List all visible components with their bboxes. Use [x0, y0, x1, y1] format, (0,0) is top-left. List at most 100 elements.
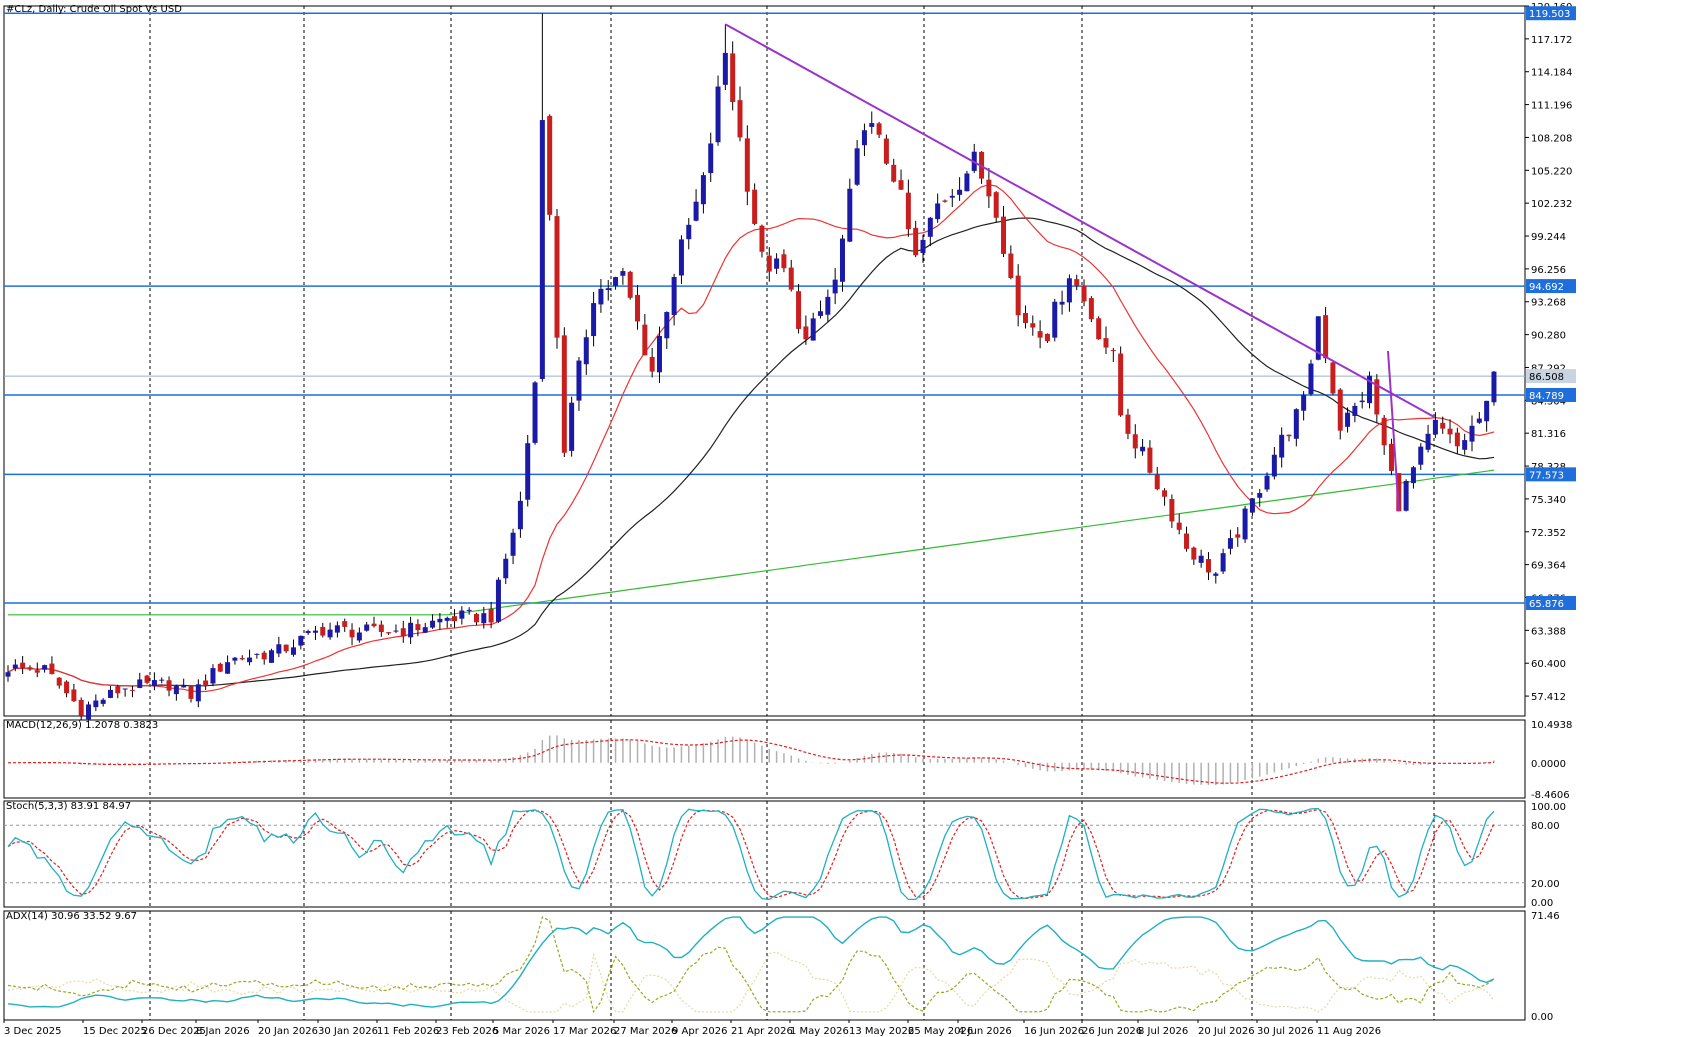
candle	[107, 685, 113, 699]
candle	[100, 698, 106, 707]
candle	[422, 622, 428, 634]
candle	[876, 121, 882, 138]
candle	[1271, 446, 1277, 480]
candle-body	[386, 632, 392, 634]
candle	[1359, 391, 1365, 409]
candle-body	[232, 657, 238, 661]
candle-body	[1425, 433, 1431, 450]
candle	[371, 616, 377, 628]
candle	[620, 267, 626, 285]
candle-body	[510, 532, 516, 556]
candle-body	[1140, 446, 1146, 452]
candle-body	[1410, 467, 1416, 484]
candle-body	[1030, 323, 1036, 328]
candle-body	[1088, 298, 1094, 320]
candle	[466, 607, 472, 615]
candle	[1293, 408, 1299, 447]
candle	[64, 680, 70, 698]
candle	[1008, 245, 1014, 280]
stochastic-pane[interactable]: 100.00 80.00 20.00 0.00	[3, 800, 1566, 909]
candle	[1447, 419, 1453, 444]
candle	[364, 621, 370, 632]
candle	[898, 169, 904, 190]
candle-body	[649, 356, 655, 372]
price-tick-label: 117.172	[1531, 35, 1572, 46]
level-price-label: 84.789	[1529, 391, 1564, 402]
level-price-tag	[1526, 6, 1576, 21]
stochastic-tick-label: 100.00	[1531, 802, 1566, 813]
candle-body	[766, 255, 772, 272]
candle-body	[583, 337, 589, 365]
price-tick-label: 57.412	[1531, 692, 1566, 703]
candle-body	[78, 699, 84, 716]
candle	[715, 75, 721, 146]
candle-body	[64, 681, 70, 694]
candle-body	[964, 173, 970, 192]
candle	[78, 697, 84, 721]
candle	[1323, 307, 1329, 364]
candle-body	[86, 704, 92, 720]
candle-body	[1176, 522, 1182, 530]
candle-body	[137, 679, 143, 688]
candle-body	[913, 227, 919, 256]
candle	[1103, 326, 1109, 354]
candle	[547, 114, 553, 221]
price-pane-frame	[3, 5, 1526, 717]
candle	[239, 655, 245, 661]
candle	[1235, 527, 1241, 547]
date-label: 21 Apr 2026	[731, 1026, 793, 1037]
candle	[686, 217, 692, 250]
candle	[1022, 305, 1028, 329]
candle	[598, 278, 604, 313]
candle	[195, 679, 201, 708]
candle	[1125, 408, 1131, 440]
candle	[349, 623, 355, 646]
price-pane[interactable]: 120.160117.172114.184111.196108.208105.2…	[3, 2, 1576, 721]
macd-tick-label: -8.4606	[1531, 790, 1570, 801]
candle-body	[217, 663, 223, 672]
candle	[1052, 298, 1058, 342]
candle-body	[269, 650, 275, 663]
candle	[774, 253, 780, 274]
candle	[920, 234, 926, 263]
candle	[254, 653, 260, 659]
candle-body	[1044, 333, 1050, 342]
candle	[437, 613, 443, 630]
candle-body	[993, 192, 999, 218]
candle-body	[408, 622, 414, 638]
candle-body	[1271, 454, 1277, 477]
candle-body	[737, 100, 743, 138]
candle	[151, 672, 157, 691]
candle	[1074, 274, 1080, 291]
candle-body	[539, 120, 545, 380]
candle-body	[803, 326, 809, 340]
price-tick-label: 60.400	[1531, 659, 1566, 670]
candle	[532, 381, 538, 445]
candle	[305, 629, 311, 635]
candle-body	[591, 303, 597, 337]
candle-body	[42, 665, 48, 670]
candle	[444, 616, 450, 628]
adx-pane[interactable]: 71.46 0.00	[3, 910, 1560, 1023]
candle	[583, 329, 589, 375]
date-label: 9 Apr 2026	[672, 1026, 727, 1037]
candle	[766, 247, 772, 282]
macd-pane[interactable]: 10.4938 0.0000 -8.4606	[3, 719, 1572, 801]
candle	[1249, 497, 1255, 516]
candle	[1154, 466, 1160, 491]
date-label: 30 Jan 2026	[318, 1026, 378, 1037]
candle-body	[378, 624, 384, 633]
candle-body	[5, 672, 11, 677]
date-label: 26 Dec 2025	[142, 1026, 206, 1037]
candle-body	[1352, 405, 1358, 416]
candle	[210, 664, 216, 687]
candle	[642, 314, 648, 356]
candle-body	[620, 271, 626, 276]
candle-body	[605, 288, 611, 291]
level-price-tag	[1526, 387, 1576, 402]
candle-body	[1096, 318, 1102, 340]
candle	[1213, 572, 1219, 584]
candle-body	[159, 679, 165, 681]
candle-body	[598, 288, 604, 305]
